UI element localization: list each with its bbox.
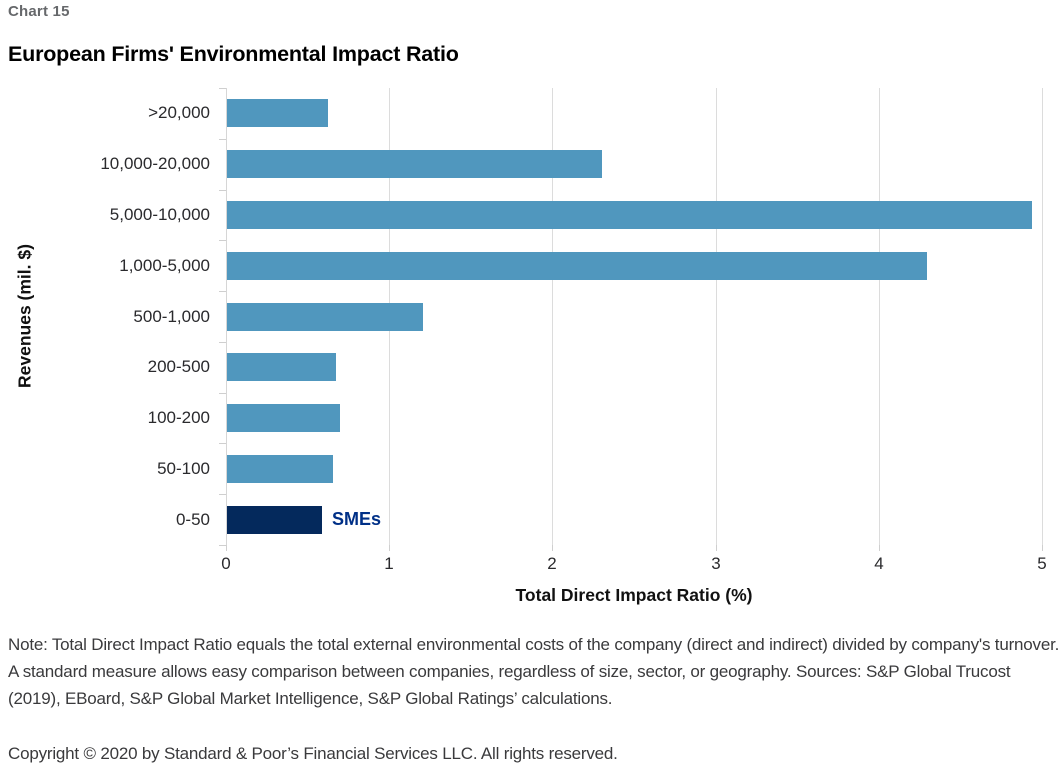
x-axis-tick	[552, 545, 553, 551]
x-axis-tick	[879, 545, 880, 551]
x-axis-tick	[389, 545, 390, 551]
bar	[227, 404, 340, 432]
y-tick-label: >20,000	[148, 103, 210, 122]
bar	[227, 99, 328, 127]
copyright-text: Copyright © 2020 by Standard & Poor’s Fi…	[8, 744, 618, 763]
y-axis-tick	[219, 545, 226, 546]
gridline	[879, 88, 880, 545]
y-tick-label: 100-200	[147, 408, 210, 427]
note-text: Note: Total Direct Impact Ratio equals t…	[8, 635, 1060, 708]
bar	[227, 201, 1032, 229]
y-tick-label: 50-100	[157, 459, 210, 478]
y-tick-label: 10,000-20,000	[100, 154, 210, 173]
y-axis-tick	[219, 443, 226, 444]
bar	[227, 455, 333, 483]
x-tick-label: 5	[1037, 554, 1047, 573]
x-tick-label: 4	[874, 554, 884, 573]
y-tick-label: 1,000-5,000	[119, 256, 210, 275]
x-axis-title: Total Direct Impact Ratio (%)	[515, 585, 753, 605]
y-axis-tick	[219, 494, 226, 495]
gridline	[716, 88, 717, 545]
y-axis-tick	[219, 393, 226, 394]
x-axis-tick	[226, 545, 227, 551]
y-axis-tick	[219, 342, 226, 343]
y-tick-label: 200-500	[147, 357, 210, 376]
bar	[227, 353, 336, 381]
y-axis-tick	[219, 240, 226, 241]
chart-title: European Firms' Environmental Impact Rat…	[8, 42, 459, 66]
y-axis-tick	[219, 190, 226, 191]
x-tick-label: 3	[711, 554, 721, 573]
y-axis-tick	[219, 139, 226, 140]
bar	[227, 303, 423, 331]
y-axis-tick	[219, 291, 226, 292]
y-axis-tick	[219, 88, 226, 89]
x-tick-label: 1	[384, 554, 394, 573]
y-axis-line	[226, 88, 227, 545]
x-axis-tick	[716, 545, 717, 551]
gridline	[552, 88, 553, 545]
gridline	[1042, 88, 1043, 545]
y-tick-label: 5,000-10,000	[109, 205, 210, 224]
bar-annotation: SMEs	[332, 509, 382, 529]
x-axis-tick	[1042, 545, 1043, 551]
x-tick-label: 2	[547, 554, 557, 573]
chart-number-label: Chart 15	[8, 3, 70, 20]
y-tick-label: 0-50	[175, 510, 210, 529]
bar	[227, 252, 927, 280]
x-tick-label: 0	[221, 554, 231, 573]
bar	[227, 506, 322, 534]
bar	[227, 150, 602, 178]
y-tick-label: 500-1,000	[133, 307, 210, 326]
